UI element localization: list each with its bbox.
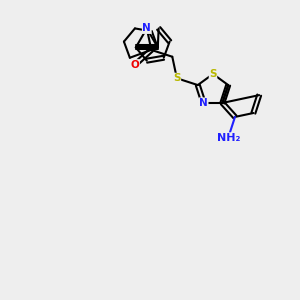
Text: S: S (173, 73, 181, 83)
Text: NH₂: NH₂ (217, 133, 240, 143)
Text: N: N (142, 23, 151, 33)
Text: O: O (130, 60, 140, 70)
Text: N: N (199, 98, 208, 108)
Text: S: S (209, 69, 217, 79)
